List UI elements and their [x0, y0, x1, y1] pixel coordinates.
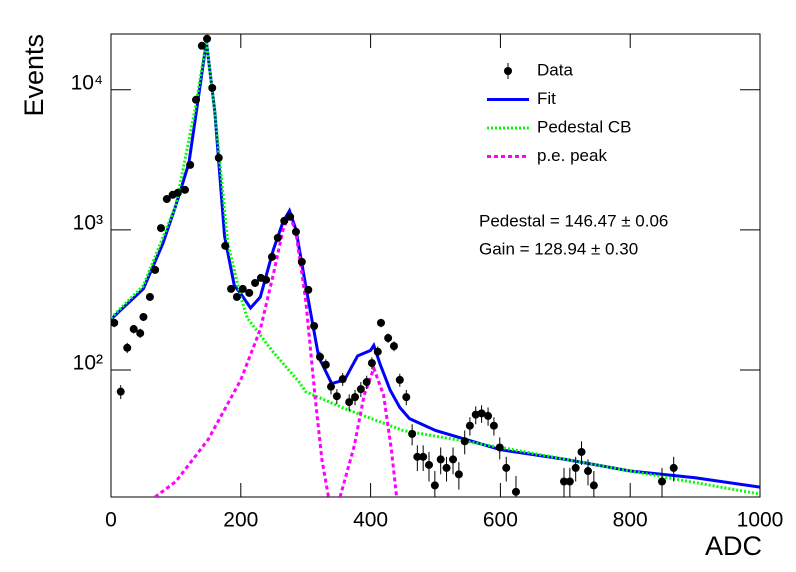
plot-area — [111, 34, 760, 497]
data-point — [162, 195, 171, 204]
data-point — [436, 455, 445, 464]
data-point — [384, 334, 393, 343]
plot-frame — [110, 33, 761, 498]
data-point — [419, 452, 428, 461]
data-point — [286, 212, 295, 221]
x-tick-label: 0 — [105, 509, 117, 532]
x-tick-label: 1000 — [737, 509, 784, 532]
data-point — [430, 481, 439, 490]
data-point — [465, 421, 474, 430]
data-point — [232, 292, 241, 301]
data-point — [208, 83, 217, 92]
data-point — [477, 409, 486, 418]
data-point — [395, 375, 404, 384]
legend-label: Pedestal CB — [537, 117, 632, 136]
legend-label: Data — [537, 60, 573, 79]
data-point — [327, 382, 336, 391]
data-point — [192, 95, 201, 104]
data-point — [589, 481, 598, 490]
data-point — [425, 460, 434, 469]
data-point — [116, 387, 125, 396]
data-point — [227, 284, 236, 293]
data-point — [460, 437, 469, 446]
data-point — [402, 393, 411, 402]
data-point — [669, 463, 678, 472]
x-tick-label: 400 — [353, 509, 388, 532]
data-point — [180, 185, 189, 194]
data-point — [111, 318, 119, 327]
data-point — [332, 392, 341, 401]
data-point — [389, 342, 398, 351]
data-point — [571, 463, 580, 472]
data-point — [304, 285, 313, 294]
data-point — [351, 393, 360, 402]
data-point — [413, 452, 422, 461]
x-tick-label: 200 — [223, 509, 258, 532]
data-point — [129, 325, 138, 334]
data-point — [173, 188, 182, 197]
data-point — [245, 288, 254, 297]
data-point — [151, 265, 160, 274]
data-point — [238, 284, 247, 293]
data-point — [565, 477, 574, 486]
data-point — [139, 312, 148, 321]
data-point — [376, 318, 385, 327]
data-point — [123, 343, 132, 352]
annotation: Pedestal = 146.47 ± 0.06 — [479, 211, 668, 230]
data-point — [186, 160, 195, 169]
data-point — [221, 241, 230, 250]
data-point — [577, 447, 586, 456]
data-point — [408, 429, 417, 438]
x-tick-label: 800 — [613, 509, 648, 532]
data-point — [449, 455, 458, 464]
data-point — [454, 470, 463, 479]
data-point — [495, 443, 504, 452]
data-point — [362, 378, 371, 387]
data-point — [145, 292, 154, 301]
curve — [154, 209, 399, 497]
data-point — [560, 477, 569, 486]
data-point — [251, 278, 260, 287]
data-point — [484, 411, 493, 420]
legend-label: p.e. peak — [537, 146, 607, 165]
annotation: Gain = 128.94 ± 0.30 — [479, 239, 638, 258]
data-point — [273, 233, 282, 242]
data-point — [373, 347, 382, 356]
data-point — [310, 322, 319, 331]
data-point — [367, 359, 376, 368]
data-point — [156, 224, 165, 233]
legend-label: Fit — [537, 89, 556, 108]
data-point — [345, 398, 354, 407]
data-point — [214, 153, 223, 162]
data-point — [267, 252, 276, 261]
x-tick-label: 600 — [483, 509, 518, 532]
data-point — [584, 467, 593, 476]
y-tick-label: 10² — [73, 352, 103, 375]
data-point — [338, 375, 347, 384]
data-point — [136, 329, 145, 338]
y-tick-label: 10⁴ — [71, 71, 103, 94]
data-point — [315, 352, 324, 361]
data-point — [489, 421, 498, 430]
data-point — [291, 227, 300, 236]
data-point — [297, 257, 306, 266]
data-point — [321, 360, 330, 369]
x-axis-label: ADC — [705, 531, 762, 561]
y-tick-label: 10³ — [73, 211, 103, 234]
data-point — [442, 463, 451, 472]
data-point — [197, 41, 206, 50]
data-point — [262, 275, 271, 284]
data-point — [280, 216, 289, 225]
data-point — [658, 477, 667, 486]
data-point — [511, 487, 520, 496]
data-point — [502, 463, 511, 472]
legend-marker — [504, 67, 512, 75]
data-point — [203, 34, 212, 43]
data-point — [356, 385, 365, 394]
y-axis-label: Events — [19, 34, 49, 117]
